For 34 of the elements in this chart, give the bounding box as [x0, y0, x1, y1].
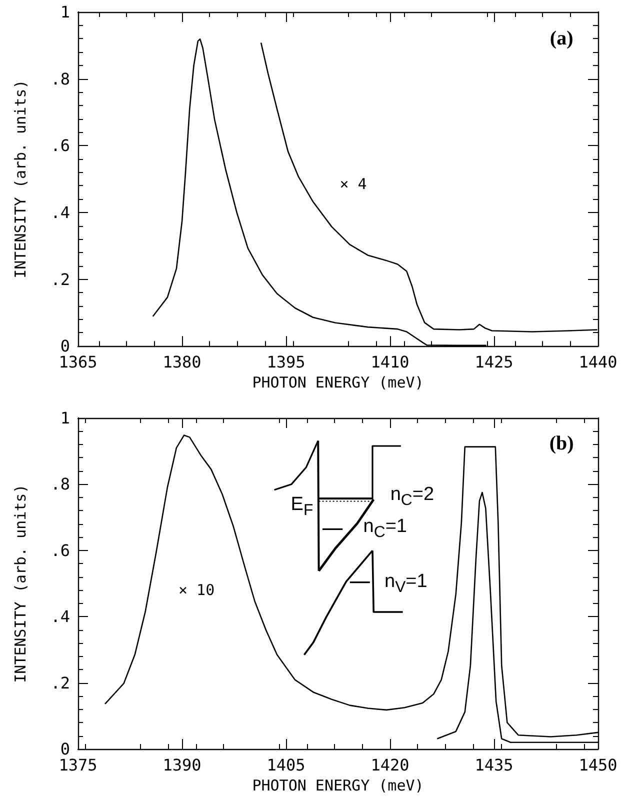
annotation: × 4 — [340, 174, 367, 193]
annotation: E$_{F}$ — [290, 494, 314, 520]
y-tick-label: .8 — [50, 474, 70, 494]
x-tick-label: 1420 — [370, 756, 410, 774]
x-tick-label: 1375 — [58, 756, 98, 774]
y-tick-label: 0 — [60, 740, 70, 758]
annotation: n$_{C}$=2 — [390, 484, 434, 510]
x-tick-label: 1405 — [266, 756, 306, 774]
x-tick-label: 1380 — [162, 352, 202, 372]
y-tick-label: .6 — [50, 540, 70, 560]
y-tick-label: 1 — [60, 408, 70, 428]
y-axis-title: INTENSITY (arb. units) — [12, 80, 30, 278]
x-tick-label: 1435 — [474, 756, 514, 774]
y-tick-label: .4 — [50, 202, 70, 222]
x-tick-label: 1395 — [266, 352, 306, 372]
y-tick-label: .2 — [50, 673, 70, 692]
annotation: n$_{V}$=1 — [384, 570, 428, 596]
y-tick-label: .4 — [50, 607, 70, 626]
x-tick-label: 1390 — [162, 756, 202, 774]
x-tick-label: 1450 — [578, 756, 618, 774]
annotation: (a) — [550, 27, 574, 50]
x-tick-label: 1410 — [370, 352, 410, 372]
annotation: × 10 — [178, 581, 215, 600]
x-axis-title: PHOTON ENERGY (meV) — [252, 776, 424, 794]
y-tick-label: 1 — [60, 2, 70, 22]
y-axis-title: INTENSITY (arb. units) — [12, 484, 30, 683]
y-tick-label: .2 — [50, 270, 70, 289]
x-axis-title: PHOTON ENERGY (meV) — [252, 374, 424, 392]
annotation: (b) — [549, 432, 574, 456]
y-tick-label: .8 — [50, 69, 70, 88]
y-tick-label: .6 — [50, 136, 70, 156]
x-tick-label: 1440 — [578, 352, 618, 372]
x-tick-label: 1425 — [474, 352, 514, 372]
annotation: n$_{C}$=1 — [363, 516, 407, 542]
